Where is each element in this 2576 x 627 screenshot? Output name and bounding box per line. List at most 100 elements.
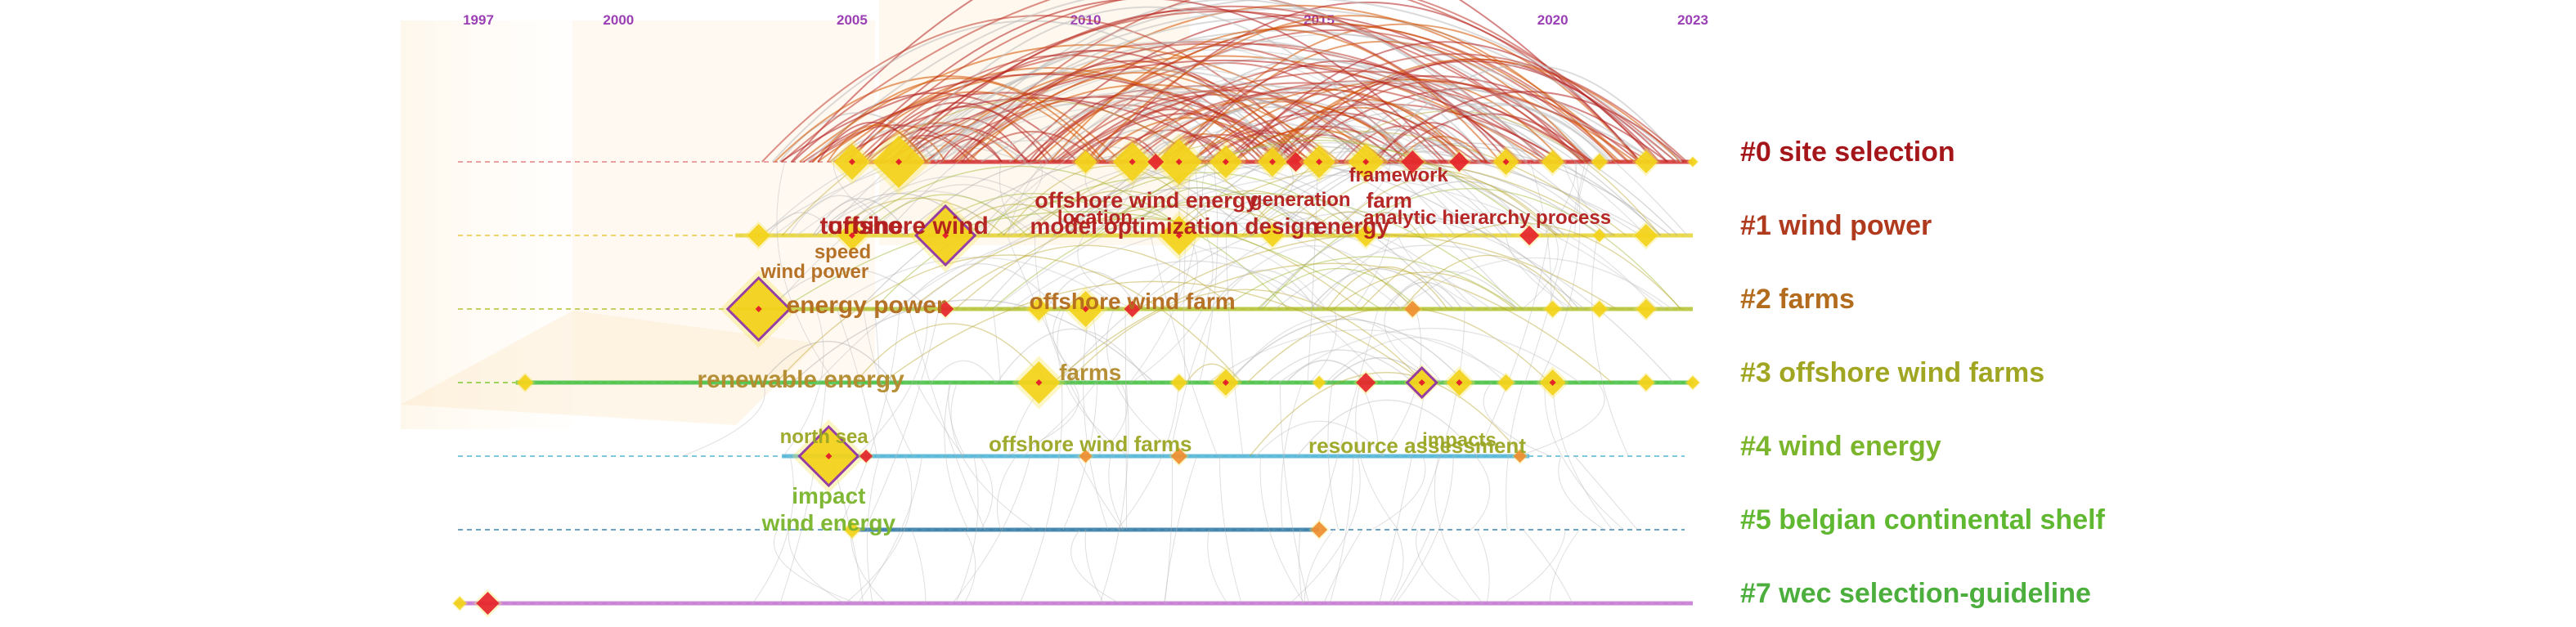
- keyword-node-diamond[interactable]: [1170, 448, 1187, 464]
- cluster-label[interactable]: #4 wind energy: [1740, 431, 1941, 462]
- keyword-node-diamond[interactable]: [517, 374, 534, 391]
- citation-arc: [855, 323, 1048, 383]
- keyword-node-diamond[interactable]: [1591, 154, 1608, 170]
- year-tick-label: 2005: [837, 12, 868, 28]
- keyword-label[interactable]: energy power: [787, 292, 946, 319]
- keyword-label[interactable]: impacts: [1422, 429, 1497, 451]
- keyword-label[interactable]: renewable energy: [697, 366, 904, 393]
- keyword-node-diamond[interactable]: [1541, 150, 1564, 173]
- node-core: [895, 159, 903, 165]
- keyword-label[interactable]: offshore wind farms: [989, 432, 1192, 456]
- cross-cluster-link: [681, 382, 765, 457]
- keyword-label[interactable]: north sea: [780, 426, 869, 448]
- citation-arc: [902, 156, 1253, 236]
- keyword-node-diamond[interactable]: [1356, 373, 1376, 392]
- keyword-node-diamond[interactable]: [747, 224, 770, 247]
- keyword-node-diamond[interactable]: [1311, 522, 1328, 538]
- cross-cluster-link: [1476, 529, 1490, 604]
- keyword-node-diamond[interactable]: [843, 522, 860, 538]
- cross-cluster-link: [857, 455, 922, 604]
- keyword-node-diamond[interactable]: [1286, 152, 1306, 172]
- keyword-label[interactable]: generation: [1250, 189, 1351, 211]
- keyword-label[interactable]: location: [1057, 207, 1133, 229]
- citation-arc: [884, 59, 1564, 163]
- keyword-node-diamond[interactable]: [1637, 374, 1654, 391]
- citation-arc: [1052, 172, 1362, 236]
- keyword-node-diamond[interactable]: [1401, 150, 1425, 173]
- cross-cluster-link: [1558, 455, 1605, 531]
- citation-arc: [967, 71, 1311, 163]
- keyword-label[interactable]: farms: [1059, 360, 1121, 385]
- cross-cluster-link: [1397, 235, 1479, 310]
- cross-cluster-link: [1483, 382, 1551, 457]
- citation-arc: [1318, 128, 1461, 163]
- keyword-node-diamond[interactable]: [1513, 450, 1527, 463]
- keyword-node-diamond[interactable]: [1449, 152, 1470, 172]
- keyword-label[interactable]: offshore wind: [828, 213, 989, 240]
- keyword-label[interactable]: offshore wind energy: [1034, 188, 1258, 213]
- year-tick-label: 2023: [1677, 12, 1708, 28]
- cluster-label[interactable]: #2 farms: [1740, 284, 1855, 315]
- cluster-label[interactable]: #5 belgian continental shelf: [1740, 504, 2106, 535]
- cross-cluster-link: [1201, 161, 1216, 236]
- keyword-node-diamond[interactable]: [1147, 154, 1165, 170]
- keyword-label[interactable]: energy: [1314, 213, 1389, 239]
- cluster-label[interactable]: #7 wec selection-guideline: [1740, 578, 2091, 609]
- keyword-node-diamond[interactable]: [1074, 150, 1097, 173]
- citation-arc: [1274, 163, 1504, 236]
- keyword-node-diamond[interactable]: [1354, 224, 1378, 247]
- keyword-node-diamond[interactable]: [1027, 298, 1051, 320]
- keyword-label[interactable]: framework: [1349, 164, 1448, 186]
- keyword-label[interactable]: resource assessment: [1308, 433, 1526, 458]
- cluster-label[interactable]: #1 wind power: [1740, 210, 1932, 241]
- keyword-node-diamond[interactable]: [1634, 150, 1658, 173]
- keyword-node-diamond[interactable]: [453, 597, 467, 610]
- keyword-node-diamond[interactable]: [1170, 374, 1187, 391]
- citation-arc: [767, 268, 930, 310]
- keyword-label[interactable]: analytic hierarchy process: [1363, 207, 1611, 229]
- keyword-node-diamond[interactable]: [1686, 376, 1699, 389]
- keyword-node-diamond[interactable]: [1519, 226, 1540, 245]
- keyword-node-diamond[interactable]: [937, 301, 954, 317]
- citation-arc: [1018, 135, 1557, 236]
- citation-arc: [1105, 92, 1477, 163]
- citation-arc: [1275, 244, 1585, 310]
- citation-arc: [1273, 60, 1668, 163]
- keyword-node-diamond[interactable]: [1636, 299, 1656, 319]
- keyword-node-diamond[interactable]: [1688, 157, 1698, 167]
- cluster-label[interactable]: #3 offshore wind farms: [1740, 357, 2044, 388]
- cross-cluster-link: [864, 308, 940, 531]
- keyword-node-diamond[interactable]: [1260, 224, 1284, 247]
- keyword-node-diamond[interactable]: [1404, 301, 1421, 317]
- keyword-label[interactable]: offshore wind farm: [1030, 289, 1236, 314]
- citation-arc: [1124, 123, 1537, 236]
- keyword-label[interactable]: impact: [792, 483, 865, 508]
- keyword-label[interactable]: farm: [1367, 188, 1412, 213]
- citation-arc: [890, 49, 1300, 163]
- keyword-node-diamond[interactable]: [1544, 301, 1561, 317]
- cross-cluster-link: [1591, 235, 1629, 457]
- citation-arc: [1046, 271, 1139, 310]
- keyword-node-diamond[interactable]: [1079, 450, 1093, 463]
- citation-arc: [1330, 174, 1559, 236]
- keyword-node-diamond[interactable]: [1497, 374, 1515, 391]
- keyword-node-diamond[interactable]: [1591, 301, 1608, 317]
- keyword-node-diamond[interactable]: [1124, 301, 1141, 317]
- keyword-node-diamond[interactable]: [476, 592, 500, 615]
- citation-arc: [1207, 329, 1516, 383]
- keyword-label[interactable]: speed: [815, 241, 871, 263]
- keyword-label[interactable]: wind power: [760, 261, 868, 283]
- cross-cluster-link: [1506, 382, 1524, 531]
- cross-cluster-link: [1371, 455, 1426, 531]
- keyword-label[interactable]: turbine: [820, 213, 904, 240]
- cross-cluster-link: [1517, 382, 1605, 457]
- keyword-label[interactable]: model optimization design: [1030, 213, 1318, 239]
- cross-cluster-link: [908, 308, 985, 531]
- citation-arc: [1387, 281, 1463, 310]
- cluster-label[interactable]: #0 site selection: [1740, 137, 1955, 168]
- keyword-node-diamond[interactable]: [859, 450, 873, 463]
- keyword-label[interactable]: wind energy: [761, 510, 896, 535]
- keyword-node-diamond[interactable]: [1592, 229, 1606, 242]
- keyword-node-diamond[interactable]: [1313, 376, 1326, 389]
- keyword-node-diamond[interactable]: [1634, 224, 1658, 247]
